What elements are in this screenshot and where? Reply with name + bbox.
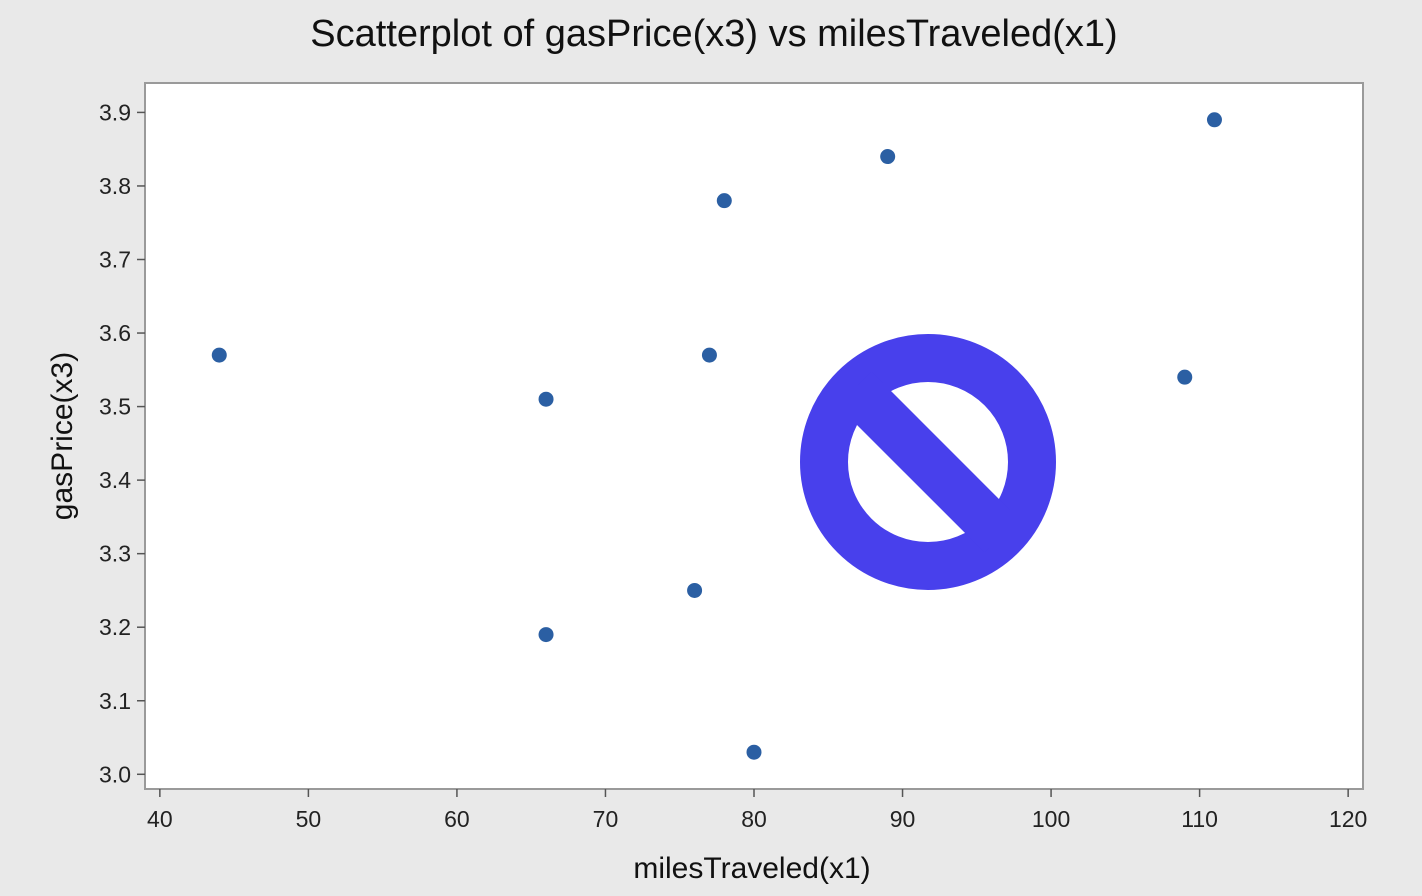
x-tick-label: 50 xyxy=(296,806,322,832)
data-points xyxy=(211,112,1222,760)
x-tick-label: 110 xyxy=(1181,806,1218,832)
data-point xyxy=(538,391,554,407)
y-tick-label: 3.2 xyxy=(99,614,131,640)
x-tick-label: 70 xyxy=(593,806,619,832)
y-tick-label: 3.1 xyxy=(99,688,131,714)
x-tick-label: 120 xyxy=(1329,806,1367,832)
prohibited-slash xyxy=(837,371,1019,553)
y-tick-label: 3.7 xyxy=(99,247,131,273)
x-axis: 40 50 60 70 80 90 100 110 120 xyxy=(147,789,1367,832)
x-tick-label: 90 xyxy=(890,806,916,832)
chart-title: Scatterplot of gasPrice(x3) vs milesTrav… xyxy=(310,13,1117,55)
y-tick-label: 3.8 xyxy=(99,173,131,199)
data-point xyxy=(701,347,717,363)
x-tick-label: 100 xyxy=(1032,806,1070,832)
data-point xyxy=(687,582,703,598)
x-tick-label: 40 xyxy=(147,806,173,832)
data-point xyxy=(746,744,762,760)
data-point xyxy=(538,627,554,643)
y-tick-label: 3.4 xyxy=(99,467,131,493)
x-tick-label: 80 xyxy=(741,806,767,832)
x-tick-label: 60 xyxy=(444,806,470,832)
y-tick-label: 3.3 xyxy=(99,541,131,567)
data-point xyxy=(211,347,227,363)
y-tick-label: 3.0 xyxy=(99,761,131,787)
data-point xyxy=(1177,369,1193,385)
plot-area xyxy=(144,82,1364,790)
y-axis-title: gasPrice(x3) xyxy=(46,352,79,520)
y-tick-label: 3.9 xyxy=(99,99,131,125)
data-point xyxy=(1206,112,1222,128)
y-tick-label: 3.6 xyxy=(99,320,131,346)
prohibited-ring xyxy=(800,334,1056,590)
data-point xyxy=(716,193,732,209)
y-tick-label: 3.5 xyxy=(99,394,131,420)
prohibited-icon xyxy=(800,334,1056,590)
x-axis-title: milesTraveled(x1) xyxy=(633,852,870,885)
data-point xyxy=(880,149,896,165)
y-axis: 3.0 3.1 3.2 3.3 3.4 3.5 3.6 3.7 3.8 3.9 xyxy=(99,99,145,787)
